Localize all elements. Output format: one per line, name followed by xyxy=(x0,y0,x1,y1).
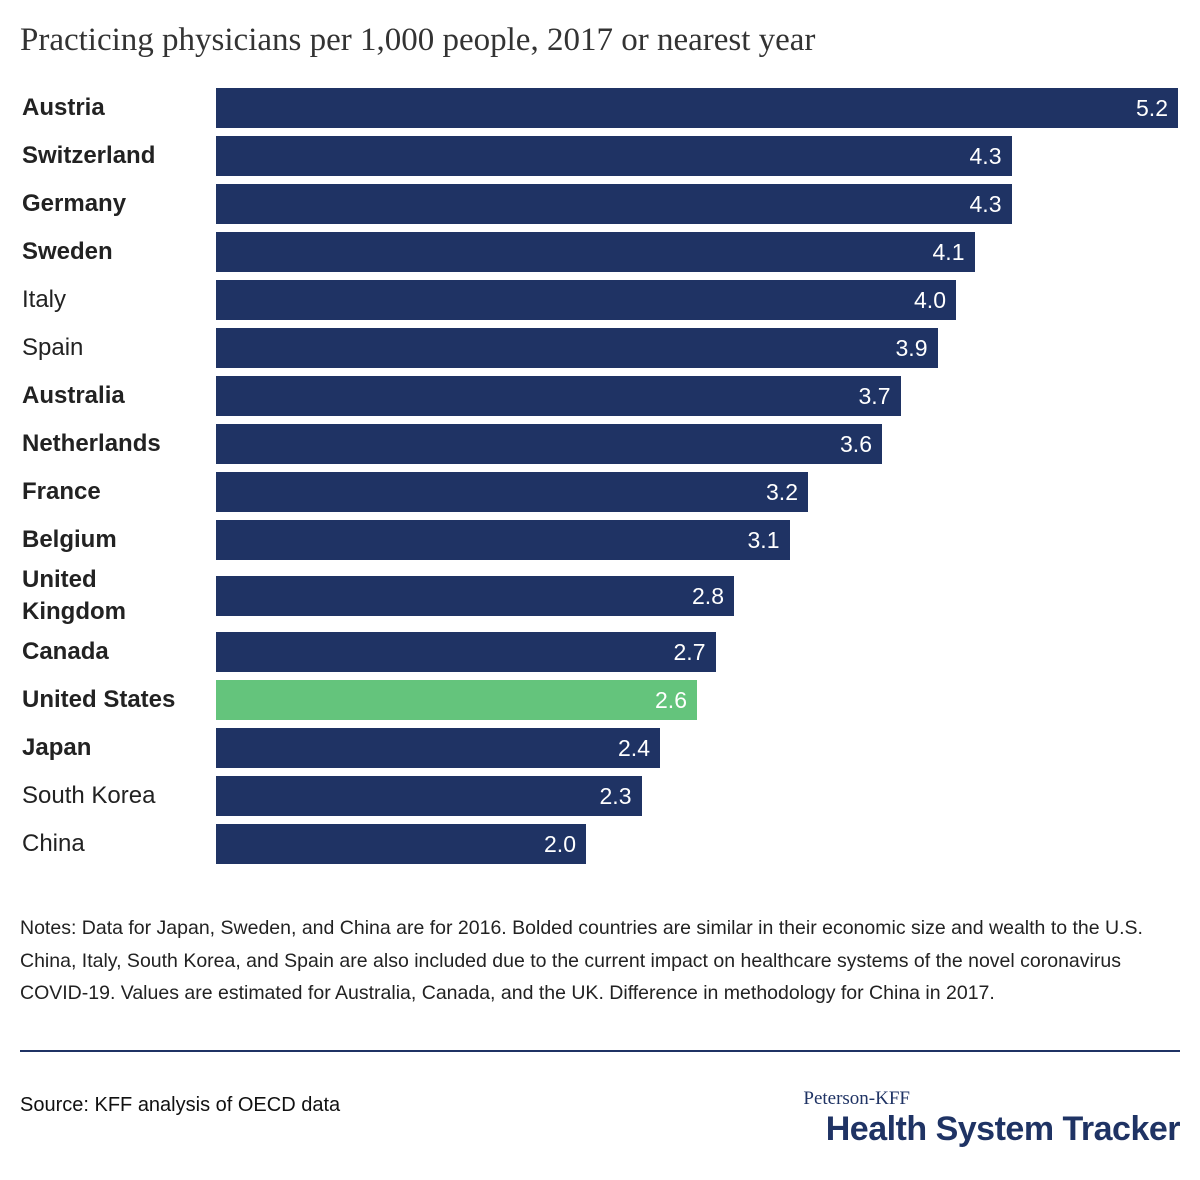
bar: 2.3 xyxy=(216,776,642,816)
value-label: 2.6 xyxy=(655,687,687,713)
bar-row: Germany 4.3 xyxy=(0,180,1200,228)
bar-track: 2.0 xyxy=(216,824,1178,864)
bar: 2.8 xyxy=(216,576,734,616)
bar: 4.3 xyxy=(216,184,1012,224)
bar: 3.9 xyxy=(216,328,938,368)
value-label: 2.3 xyxy=(599,783,632,809)
bar-row: France 3.2 xyxy=(0,468,1200,516)
divider xyxy=(20,1050,1180,1052)
bar-track: 5.2 xyxy=(216,88,1178,128)
bar-row: Canada 2.7 xyxy=(0,628,1200,676)
notes: Notes: Data for Japan, Sweden, and China… xyxy=(20,917,1143,1004)
value-label: 3.6 xyxy=(840,431,872,457)
category-label: Australia xyxy=(22,382,125,409)
bar: 2.4 xyxy=(216,728,660,768)
bar: 3.2 xyxy=(216,472,808,512)
value-label: 2.8 xyxy=(692,583,724,609)
bar-track: 4.0 xyxy=(216,280,1178,320)
category-label: South Korea xyxy=(22,782,156,809)
category-label: Switzerland xyxy=(22,142,156,169)
bar: 2.7 xyxy=(216,632,716,672)
bar-row: Japan 2.4 xyxy=(0,724,1200,772)
bar-track: 4.3 xyxy=(216,136,1178,176)
chart-title: Practicing physicians per 1,000 people, … xyxy=(20,22,816,58)
bar: 4.1 xyxy=(216,232,975,272)
bar: 2.6 xyxy=(216,680,697,720)
bar-row: United States 2.6 xyxy=(0,676,1200,724)
category-label: Canada xyxy=(22,638,109,665)
bar-row: Australia 3.7 xyxy=(0,372,1200,420)
category-label: Germany xyxy=(22,190,127,217)
category-label: China xyxy=(22,830,85,857)
category-label: United States xyxy=(22,686,176,713)
bar-row: South Korea 2.3 xyxy=(0,772,1200,820)
bar-track: 3.7 xyxy=(216,376,1178,416)
bar: 3.6 xyxy=(216,424,882,464)
value-label: 3.9 xyxy=(895,335,928,361)
bar-track: 3.6 xyxy=(216,424,1178,464)
category-label: Sweden xyxy=(22,238,113,265)
category-label: France xyxy=(22,478,101,505)
category-label: Italy xyxy=(22,286,67,313)
bar-rows: Austria 5.2 Switzerland 4.3 Germany 4.3 Sweden… xyxy=(0,84,1200,868)
bar-track: 2.6 xyxy=(216,680,1178,720)
category-label: Austria xyxy=(22,94,105,121)
logo-bottom: Health System Tracker xyxy=(825,1110,1181,1148)
bar: 2.0 xyxy=(216,824,586,864)
bar-track: 2.4 xyxy=(216,728,1178,768)
bar-track: 3.1 xyxy=(216,520,1178,560)
bar-track: 2.3 xyxy=(216,776,1178,816)
bar: 3.7 xyxy=(216,376,901,416)
category-label: Japan xyxy=(22,734,92,761)
bar-track: 3.2 xyxy=(216,472,1178,512)
value-label: 2.7 xyxy=(673,639,706,665)
bar-track: 4.1 xyxy=(216,232,1178,272)
value-label: 3.7 xyxy=(858,383,891,409)
category-label: Netherlands xyxy=(22,430,161,457)
value-label: 4.3 xyxy=(969,143,1002,169)
bar-row: Sweden 4.1 xyxy=(0,228,1200,276)
bar-row: Netherlands 3.6 xyxy=(0,420,1200,468)
category-label: Belgium xyxy=(22,526,117,553)
category-label: Spain xyxy=(22,334,84,361)
source: Source: KFF analysis of OECD data xyxy=(20,1094,341,1116)
bar-track: 4.3 xyxy=(216,184,1178,224)
value-label: 2.0 xyxy=(544,831,576,857)
bar: 3.1 xyxy=(216,520,790,560)
bar-row: China 2.0 xyxy=(0,820,1200,868)
bar-row: Austria 5.2 xyxy=(0,84,1200,132)
bar: 4.0 xyxy=(216,280,956,320)
value-label: 2.4 xyxy=(618,735,650,761)
bar-row: Switzerland 4.3 xyxy=(0,132,1200,180)
value-label: 4.3 xyxy=(969,191,1002,217)
bar-track: 2.8 xyxy=(216,576,1178,616)
bar-row: United Kingdom 2.8 xyxy=(0,564,1200,628)
logo-top: Peterson-KFF xyxy=(803,1088,910,1109)
bar: 4.3 xyxy=(216,136,1012,176)
bar-row: Belgium 3.1 xyxy=(0,516,1200,564)
value-label: 3.1 xyxy=(747,527,780,553)
bar-row: Italy 4.0 xyxy=(0,276,1200,324)
value-label: 4.1 xyxy=(932,239,965,265)
value-label: 5.2 xyxy=(1136,95,1168,121)
bar-track: 2.7 xyxy=(216,632,1178,672)
bar-track: 3.9 xyxy=(216,328,1178,368)
value-label: 3.2 xyxy=(766,479,798,505)
value-label: 4.0 xyxy=(914,287,946,313)
bar-row: Spain 3.9 xyxy=(0,324,1200,372)
bar: 5.2 xyxy=(216,88,1178,128)
category-label: United Kingdom xyxy=(22,566,126,625)
